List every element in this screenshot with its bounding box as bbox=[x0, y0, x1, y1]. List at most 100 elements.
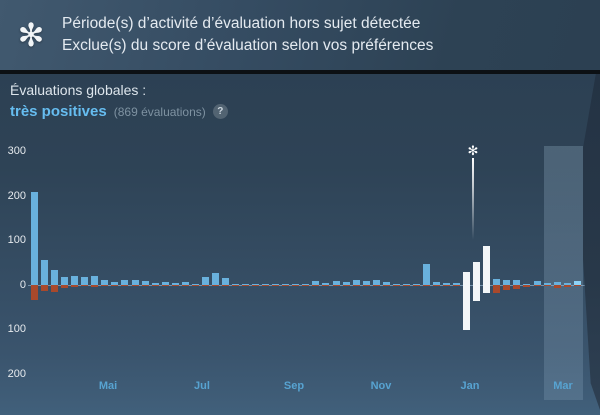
review-bar-negative-week-0[interactable] bbox=[31, 285, 38, 301]
review-bar-negative-week-48[interactable] bbox=[513, 285, 521, 289]
review-bar-positive-week-26[interactable] bbox=[292, 284, 300, 285]
rating-value-link[interactable]: très positives bbox=[10, 103, 107, 120]
review-bar-negative-week-13[interactable] bbox=[161, 285, 169, 286]
review-bar-negative-week-26[interactable] bbox=[292, 285, 300, 286]
review-bar-negative-week-49[interactable] bbox=[523, 285, 531, 288]
review-bar-positive-week-41[interactable] bbox=[443, 283, 451, 285]
review-bar-negative-week-43[interactable] bbox=[463, 285, 471, 330]
review-bar-positive-week-50[interactable] bbox=[533, 281, 541, 285]
review-bar-negative-week-38[interactable] bbox=[412, 285, 420, 286]
review-bar-negative-week-12[interactable] bbox=[151, 285, 159, 286]
review-bar-positive-week-24[interactable] bbox=[272, 284, 280, 285]
review-bar-positive-week-2[interactable] bbox=[51, 269, 59, 285]
review-bar-negative-week-23[interactable] bbox=[262, 285, 270, 286]
review-bar-negative-week-36[interactable] bbox=[392, 285, 400, 286]
review-bar-positive-week-48[interactable] bbox=[513, 279, 521, 285]
review-bar-positive-week-6[interactable] bbox=[91, 275, 99, 285]
review-bar-negative-week-27[interactable] bbox=[302, 285, 310, 286]
review-bar-negative-week-41[interactable] bbox=[443, 285, 451, 286]
review-bar-negative-week-2[interactable] bbox=[51, 285, 59, 293]
review-bar-positive-week-25[interactable] bbox=[282, 284, 290, 285]
review-bar-positive-week-45[interactable] bbox=[483, 246, 491, 285]
review-bar-positive-week-8[interactable] bbox=[111, 282, 119, 285]
review-bar-positive-week-23[interactable] bbox=[262, 283, 270, 285]
review-bar-positive-week-11[interactable] bbox=[141, 281, 149, 285]
review-bar-negative-week-25[interactable] bbox=[282, 285, 290, 286]
review-bar-negative-week-50[interactable] bbox=[533, 285, 541, 287]
review-bar-negative-week-44[interactable] bbox=[473, 285, 481, 302]
review-bar-negative-week-3[interactable] bbox=[61, 285, 69, 288]
review-bar-positive-week-28[interactable] bbox=[312, 281, 320, 285]
review-bar-negative-week-11[interactable] bbox=[141, 285, 149, 286]
review-bar-positive-week-14[interactable] bbox=[171, 282, 179, 285]
review-bar-positive-week-44[interactable] bbox=[473, 262, 481, 285]
review-bar-positive-week-19[interactable] bbox=[221, 277, 229, 285]
review-bar-positive-week-38[interactable] bbox=[412, 284, 420, 285]
review-bar-positive-week-4[interactable] bbox=[71, 275, 79, 285]
review-bar-negative-week-22[interactable] bbox=[252, 285, 260, 286]
review-bar-negative-week-28[interactable] bbox=[312, 285, 320, 286]
review-bar-positive-week-21[interactable] bbox=[242, 283, 250, 285]
help-icon[interactable]: ? bbox=[212, 104, 228, 119]
review-bar-positive-week-40[interactable] bbox=[433, 282, 440, 285]
review-bar-negative-week-24[interactable] bbox=[272, 285, 280, 286]
review-bar-negative-week-5[interactable] bbox=[81, 285, 89, 287]
off-topic-marker-asterisk[interactable]: ✻ bbox=[467, 143, 479, 158]
review-bar-positive-week-12[interactable] bbox=[151, 283, 159, 285]
review-bar-positive-week-9[interactable] bbox=[121, 280, 129, 285]
review-bar-positive-week-54[interactable] bbox=[573, 280, 581, 285]
review-bar-negative-week-17[interactable] bbox=[201, 285, 209, 287]
review-bar-positive-week-13[interactable] bbox=[161, 282, 169, 285]
review-bar-negative-week-18[interactable] bbox=[211, 285, 219, 287]
review-bar-negative-week-46[interactable] bbox=[493, 285, 501, 293]
review-bar-positive-week-35[interactable] bbox=[382, 281, 390, 285]
review-bar-positive-week-16[interactable] bbox=[191, 284, 199, 285]
review-bar-positive-week-30[interactable] bbox=[332, 280, 340, 285]
review-bar-positive-week-5[interactable] bbox=[81, 277, 89, 285]
review-bar-negative-week-30[interactable] bbox=[332, 285, 340, 286]
review-bar-positive-week-32[interactable] bbox=[352, 279, 360, 285]
review-bar-positive-week-22[interactable] bbox=[252, 284, 260, 285]
review-bar-negative-week-51[interactable] bbox=[543, 285, 551, 286]
review-bar-negative-week-54[interactable] bbox=[573, 285, 581, 286]
review-bar-negative-week-1[interactable] bbox=[41, 285, 49, 292]
review-bar-positive-week-27[interactable] bbox=[302, 283, 310, 285]
review-bar-negative-week-29[interactable] bbox=[322, 285, 330, 286]
review-bar-positive-week-18[interactable] bbox=[211, 272, 219, 285]
review-bar-negative-week-39[interactable] bbox=[422, 285, 430, 287]
review-bar-negative-week-15[interactable] bbox=[181, 285, 189, 286]
review-bar-positive-week-7[interactable] bbox=[101, 280, 109, 285]
review-bar-positive-week-46[interactable] bbox=[493, 278, 501, 285]
review-bar-positive-week-43[interactable] bbox=[463, 271, 471, 285]
review-bar-negative-week-7[interactable] bbox=[101, 285, 109, 287]
review-bar-negative-week-37[interactable] bbox=[402, 285, 410, 286]
review-bar-positive-week-20[interactable] bbox=[232, 283, 239, 285]
review-bar-positive-week-10[interactable] bbox=[131, 279, 139, 285]
review-bar-negative-week-9[interactable] bbox=[121, 285, 129, 286]
review-bar-negative-week-35[interactable] bbox=[382, 285, 390, 286]
review-bar-negative-week-31[interactable] bbox=[342, 285, 350, 286]
review-bar-negative-week-8[interactable] bbox=[111, 285, 119, 286]
review-bar-negative-week-34[interactable] bbox=[372, 285, 380, 286]
review-bar-negative-week-40[interactable] bbox=[433, 285, 440, 286]
review-bar-positive-week-53[interactable] bbox=[563, 282, 571, 285]
review-bar-negative-week-21[interactable] bbox=[242, 285, 250, 286]
review-bar-positive-week-31[interactable] bbox=[342, 281, 350, 285]
review-bar-negative-week-47[interactable] bbox=[503, 285, 511, 290]
review-bar-positive-week-49[interactable] bbox=[523, 284, 531, 285]
review-bar-positive-week-17[interactable] bbox=[201, 276, 209, 285]
review-bar-negative-week-19[interactable] bbox=[221, 285, 229, 286]
review-bar-positive-week-36[interactable] bbox=[392, 284, 400, 285]
review-bar-positive-week-1[interactable] bbox=[41, 259, 49, 285]
review-bar-positive-week-34[interactable] bbox=[372, 279, 380, 285]
review-bar-negative-week-42[interactable] bbox=[453, 285, 461, 286]
review-bar-negative-week-53[interactable] bbox=[563, 285, 571, 287]
review-bar-negative-week-20[interactable] bbox=[232, 285, 239, 286]
review-bar-positive-week-39[interactable] bbox=[422, 263, 430, 285]
review-bar-negative-week-33[interactable] bbox=[362, 285, 370, 286]
review-bar-negative-week-6[interactable] bbox=[91, 285, 99, 287]
review-bar-negative-week-16[interactable] bbox=[191, 285, 199, 286]
review-bar-positive-week-47[interactable] bbox=[503, 279, 511, 285]
review-bar-positive-week-0[interactable] bbox=[31, 191, 38, 285]
review-bar-positive-week-51[interactable] bbox=[543, 282, 551, 285]
